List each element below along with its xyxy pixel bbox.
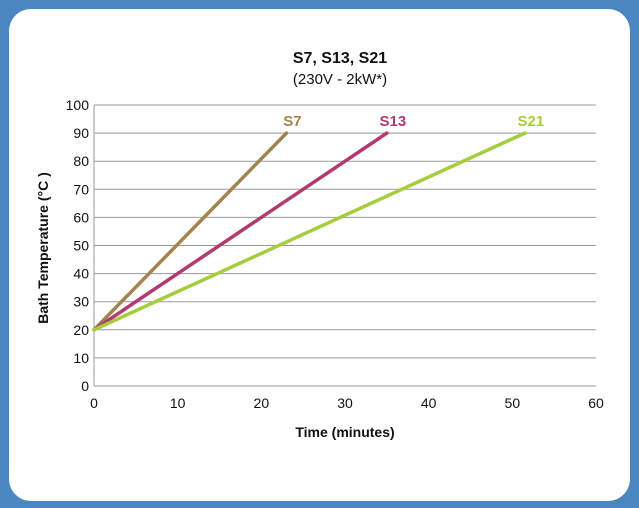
series-line-s21 bbox=[92, 131, 527, 332]
y-tick-label: 60 bbox=[73, 209, 89, 225]
y-tick-label: 40 bbox=[73, 266, 89, 282]
x-tick-label: 0 bbox=[90, 395, 98, 411]
y-tick-label: 100 bbox=[66, 97, 90, 113]
series-line-s7 bbox=[92, 131, 289, 332]
y-tick-label: 20 bbox=[73, 322, 89, 338]
chart-subtitle: (230V - 2kW*) bbox=[293, 71, 387, 88]
y-tick-label: 70 bbox=[73, 181, 89, 197]
series-labels: S7 S13 S21 bbox=[283, 113, 544, 130]
x-tick-label: 60 bbox=[588, 395, 604, 411]
y-tick-label: 80 bbox=[73, 153, 89, 169]
y-tick-label: 30 bbox=[73, 294, 89, 310]
x-tick-label: 50 bbox=[505, 395, 521, 411]
chart-card bbox=[9, 9, 630, 501]
y-tick-label: 10 bbox=[73, 350, 89, 366]
series-label-s7: S7 bbox=[283, 113, 301, 130]
chart-title: S7, S13, S21 bbox=[293, 50, 387, 67]
series-line-s13 bbox=[92, 131, 389, 332]
x-tick-label: 20 bbox=[254, 395, 270, 411]
y-tick-label: 50 bbox=[73, 238, 89, 254]
series-label-s21: S21 bbox=[518, 113, 545, 130]
x-axis-label: Time (minutes) bbox=[295, 424, 394, 440]
x-tick-label: 30 bbox=[337, 395, 353, 411]
x-tick-label: 10 bbox=[170, 395, 186, 411]
series-lines bbox=[92, 131, 527, 332]
y-tick-label: 0 bbox=[81, 378, 89, 394]
y-tick-label: 90 bbox=[73, 125, 89, 141]
grid-lines bbox=[93, 104, 596, 387]
x-tick-label: 40 bbox=[421, 395, 437, 411]
series-label-s13: S13 bbox=[379, 113, 406, 130]
y-axis-label: Bath Temperature (°C ) bbox=[35, 172, 51, 324]
x-tick-labels: 0 10 20 30 40 50 60 bbox=[90, 395, 604, 411]
y-tick-labels: 0 10 20 30 40 50 60 70 80 90 100 bbox=[66, 97, 90, 394]
